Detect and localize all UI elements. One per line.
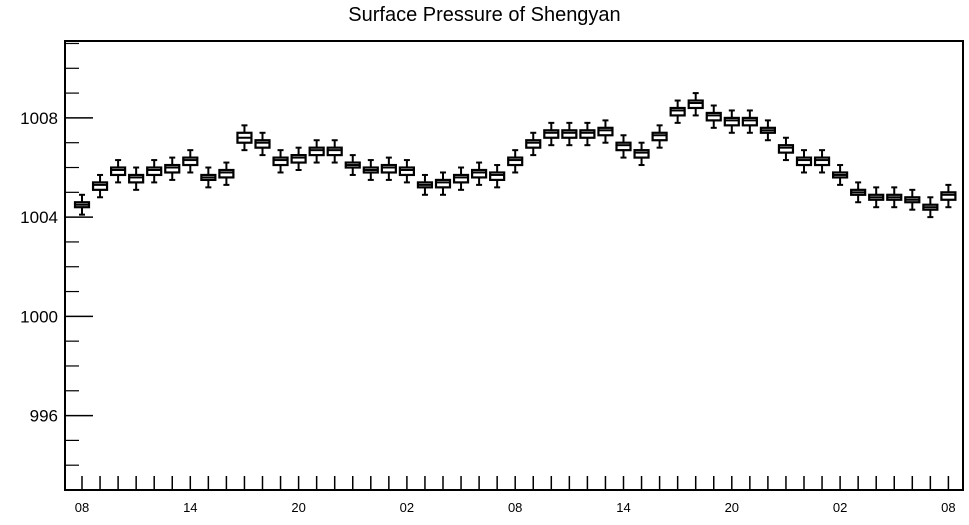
box-iqr <box>741 116 758 127</box>
box-iqr <box>687 99 704 110</box>
box-iqr <box>597 126 614 137</box>
box-iqr <box>218 168 235 179</box>
box-iqr <box>615 141 632 152</box>
box-iqr <box>579 129 596 139</box>
box-iqr <box>146 166 163 177</box>
y-tick-label: 1004 <box>20 208 58 227</box>
y-tick-label: 1000 <box>20 307 58 326</box>
x-tick-label: 02 <box>400 500 414 515</box>
box-iqr <box>91 181 109 191</box>
box-iqr <box>182 156 199 167</box>
box-iqr <box>272 156 289 167</box>
box-iqr <box>434 178 452 189</box>
x-tick-label: 08 <box>75 500 89 515</box>
plot-frame <box>64 40 964 491</box>
x-tick-label: 08 <box>941 500 955 515</box>
box-iqr <box>290 154 307 164</box>
box-iqr <box>489 171 506 182</box>
x-tick-label: 02 <box>833 500 847 515</box>
box-iqr <box>651 131 668 142</box>
box-iqr <box>109 166 127 177</box>
box-iqr <box>813 156 831 167</box>
box-iqr <box>164 163 181 174</box>
box-iqr <box>398 166 415 177</box>
box-iqr <box>777 144 795 154</box>
box-iqr <box>705 111 722 122</box>
box-iqr <box>723 116 740 127</box>
box-iqr <box>940 191 957 201</box>
box-iqr <box>795 156 813 167</box>
box-iqr <box>543 129 560 139</box>
box-iqr <box>308 146 325 157</box>
box-iqr <box>128 173 145 184</box>
x-tick-label: 14 <box>183 500 197 515</box>
box-iqr <box>507 156 524 167</box>
x-tick-label: 14 <box>616 500 630 515</box>
y-tick-label: 996 <box>30 407 58 426</box>
box-iqr <box>326 146 343 157</box>
x-tick-label: 20 <box>291 500 305 515</box>
box-iqr <box>525 139 542 149</box>
x-tick-label: 08 <box>508 500 522 515</box>
chart-title: Surface Pressure of Shengyan <box>348 4 621 26</box>
box-iqr <box>254 139 271 149</box>
x-tick-label: 20 <box>725 500 739 515</box>
y-tick-label: 1008 <box>20 109 58 128</box>
box-iqr <box>380 163 397 174</box>
box-iqr <box>452 173 470 184</box>
box-iqr <box>471 168 488 179</box>
box-iqr <box>561 129 578 139</box>
box-iqr <box>633 149 650 159</box>
box-iqr <box>669 106 686 117</box>
